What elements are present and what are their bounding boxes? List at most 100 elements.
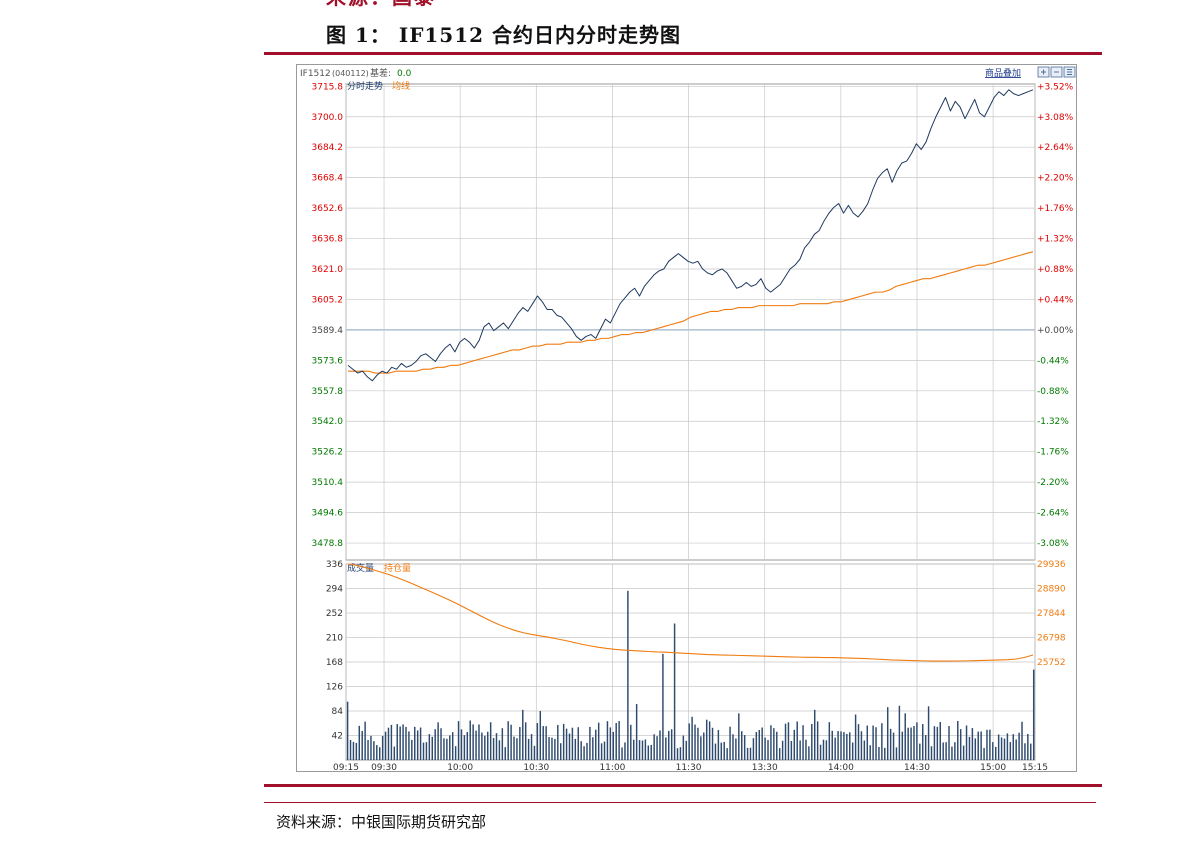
volume-bar: [723, 741, 725, 760]
title-rule: [264, 52, 1102, 55]
volume-bar: [962, 745, 965, 760]
volume-bar: [384, 731, 387, 760]
volume-bar: [484, 735, 486, 760]
volume-tick-label: 294: [326, 585, 343, 595]
price-tick-label: 3510.4: [312, 478, 344, 488]
volume-bar: [983, 747, 985, 760]
percent-tick-label: +1.76%: [1037, 204, 1074, 214]
volume-bar: [437, 722, 439, 760]
volume-bar: [697, 727, 699, 760]
volume-bar: [834, 737, 836, 760]
volume-bar: [919, 743, 921, 760]
volume-bar: [542, 726, 544, 760]
volume-bar: [749, 747, 752, 760]
percent-tick-label: -0.44%: [1037, 356, 1069, 366]
price-tick-label: 3715.8: [312, 82, 344, 92]
volume-bar: [726, 748, 728, 760]
volume-bar: [708, 721, 711, 760]
volume-bar: [665, 737, 667, 760]
volume-bar: [968, 736, 971, 760]
volume-bar: [487, 731, 489, 760]
time-tick-label: 14:00: [828, 763, 854, 772]
basis-value: 0.0: [397, 69, 412, 79]
figure-title: 图 1： IF1512 合约日内分时走势图: [326, 23, 682, 47]
volume-bar: [682, 735, 685, 760]
volume-bar: [586, 742, 588, 760]
volume-bar: [992, 742, 994, 760]
volume-bar: [863, 740, 866, 760]
time-tick-label: 09:30: [371, 763, 397, 772]
volume-bar: [650, 744, 652, 760]
volume-bar: [685, 740, 687, 760]
intraday-chart: IF1512 (040112) 基差: 0.0 商品叠加 3715.8 +3.52…: [296, 64, 1077, 773]
volume-bar: [627, 590, 629, 760]
volume-bar: [1021, 721, 1023, 760]
volume-bar: [939, 722, 941, 760]
volume-bar: [495, 733, 498, 760]
volume-bar: [869, 745, 871, 760]
volume-bar: [787, 722, 790, 760]
percent-tick-label: -1.32%: [1037, 417, 1069, 427]
volume-bar: [472, 724, 474, 760]
percent-tick-label: +1.32%: [1037, 235, 1074, 245]
volume-bar: [402, 724, 404, 760]
volume-bar: [630, 724, 632, 760]
volume-bar: [846, 733, 848, 760]
volume-bar: [930, 746, 933, 760]
price-tick-label: 3494.6: [312, 509, 344, 519]
percent-tick-label: +2.64%: [1037, 143, 1074, 153]
volume-bar: [808, 746, 810, 760]
volume-bar: [492, 738, 495, 760]
percent-tick-label: -2.20%: [1037, 478, 1069, 488]
volume-bar: [478, 724, 480, 760]
volume-bar: [776, 731, 778, 760]
volume-bar: [536, 723, 539, 760]
price-tick-label: 3557.8: [312, 387, 344, 397]
volume-bar: [703, 732, 705, 760]
volume-bar: [376, 745, 378, 760]
volume-bar: [393, 746, 396, 760]
volume-bar: [355, 742, 358, 760]
volume-bar: [524, 722, 527, 760]
time-tick-label: 13:30: [752, 763, 778, 772]
percent-tick-label: +3.52%: [1037, 82, 1074, 92]
legend-open-interest: 持仓量: [384, 562, 411, 574]
open-interest-tick-label: 25752: [1037, 658, 1066, 668]
basis-label: 基差:: [370, 67, 391, 79]
volume-bar: [513, 736, 515, 760]
volume-bar: [504, 747, 506, 760]
volume-bar: [875, 727, 877, 760]
volume-bar: [761, 727, 763, 760]
volume-bar: [577, 727, 579, 760]
volume-bar: [857, 724, 860, 760]
time-tick-label: 15:15: [1022, 763, 1048, 772]
time-tick-label: 11:00: [599, 763, 625, 772]
percent-tick-label: +3.08%: [1037, 113, 1074, 123]
volume-bar: [361, 731, 363, 760]
volume-bar: [986, 729, 988, 760]
volume-tick-label: 252: [326, 609, 343, 619]
volume-bar: [367, 739, 369, 760]
volume-bar: [668, 730, 670, 760]
volume-bar: [995, 746, 997, 760]
intraday-chart-panel: IF1512 (040112) 基差: 0.0 商品叠加 3715.8 +3.52…: [296, 64, 1077, 773]
volume-bar: [1015, 739, 1017, 760]
volume-bar: [997, 734, 1000, 760]
volume-bar: [802, 725, 804, 760]
volume-bar: [1003, 738, 1006, 760]
volume-bar: [837, 731, 839, 760]
volume-bar: [451, 732, 454, 760]
volume-bar: [557, 724, 559, 760]
volume-bar: [378, 747, 381, 760]
time-tick-label: 11:30: [676, 763, 702, 772]
price-tick-label: 3605.2: [312, 295, 344, 305]
volume-bar: [778, 748, 781, 760]
volume-bar: [428, 734, 431, 760]
open-interest-tick-label: 26798: [1037, 634, 1066, 644]
volume-bar: [720, 742, 723, 760]
volume-bar: [565, 728, 568, 760]
volume-bar: [670, 729, 673, 760]
volume-bar: [904, 713, 906, 760]
volume-bar: [449, 735, 451, 760]
overlay-link[interactable]: 商品叠加: [985, 67, 1021, 79]
